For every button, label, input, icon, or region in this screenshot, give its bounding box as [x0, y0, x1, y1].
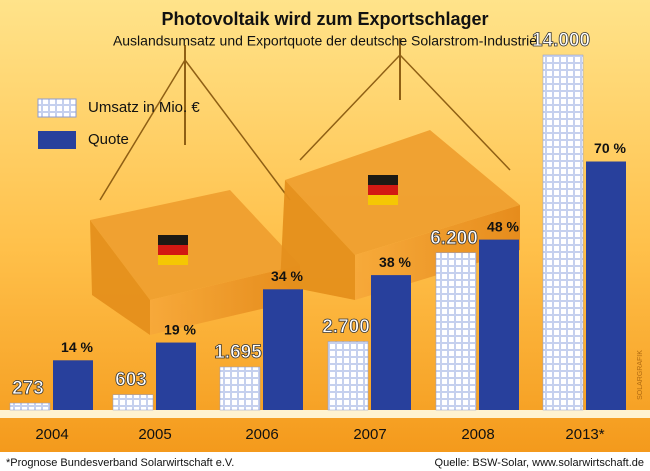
x-tick-label: 2007 — [353, 426, 386, 443]
bar — [435, 252, 477, 411]
container-left — [90, 45, 300, 335]
bar — [479, 239, 519, 410]
x-tick-label: 2008 — [461, 426, 494, 443]
value-label: 6.200 — [430, 228, 478, 249]
credit: SOLARGRAFIK — [637, 350, 644, 400]
bar — [327, 341, 369, 411]
value-label: 19 % — [164, 321, 196, 337]
bar — [9, 402, 51, 411]
bar — [219, 366, 261, 411]
source: Quelle: BSW-Solar, www.solarwirtschaft.d… — [435, 457, 644, 469]
legend-label: Umsatz in Mio. € — [88, 99, 200, 116]
bar — [156, 342, 196, 410]
chart-subtitle: Auslandsumsatz und Exportquote der deuts… — [113, 33, 537, 49]
value-label: 1.695 — [214, 342, 262, 363]
value-label: 48 % — [487, 218, 519, 234]
chart-title: Photovoltaik wird zum Exportschlager — [161, 9, 488, 29]
footnote: *Prognose Bundesverband Solarwirtschaft … — [6, 457, 234, 469]
bar — [586, 161, 626, 410]
value-label: 34 % — [271, 268, 303, 284]
value-label: 2.700 — [322, 317, 370, 338]
legend-swatch — [37, 98, 77, 118]
x-tick-label: 2013* — [565, 426, 604, 443]
x-tick-label: 2004 — [35, 426, 68, 443]
legend-label: Quote — [88, 131, 129, 148]
x-tick-label: 2005 — [138, 426, 171, 443]
x-tick-label: 2006 — [245, 426, 278, 443]
bar — [53, 360, 93, 410]
value-label: 14 % — [61, 339, 93, 355]
value-label: 38 % — [379, 254, 411, 270]
bar — [263, 289, 303, 410]
bar — [112, 394, 154, 411]
value-label: 603 — [115, 370, 147, 391]
value-label: 14.000 — [532, 30, 590, 51]
value-label: 70 % — [594, 140, 626, 156]
baseline-strip — [0, 410, 650, 418]
value-label: 273 — [12, 378, 44, 399]
legend-swatch — [38, 131, 76, 149]
bar — [542, 54, 584, 411]
bar — [371, 275, 411, 410]
footer-band — [0, 452, 650, 471]
